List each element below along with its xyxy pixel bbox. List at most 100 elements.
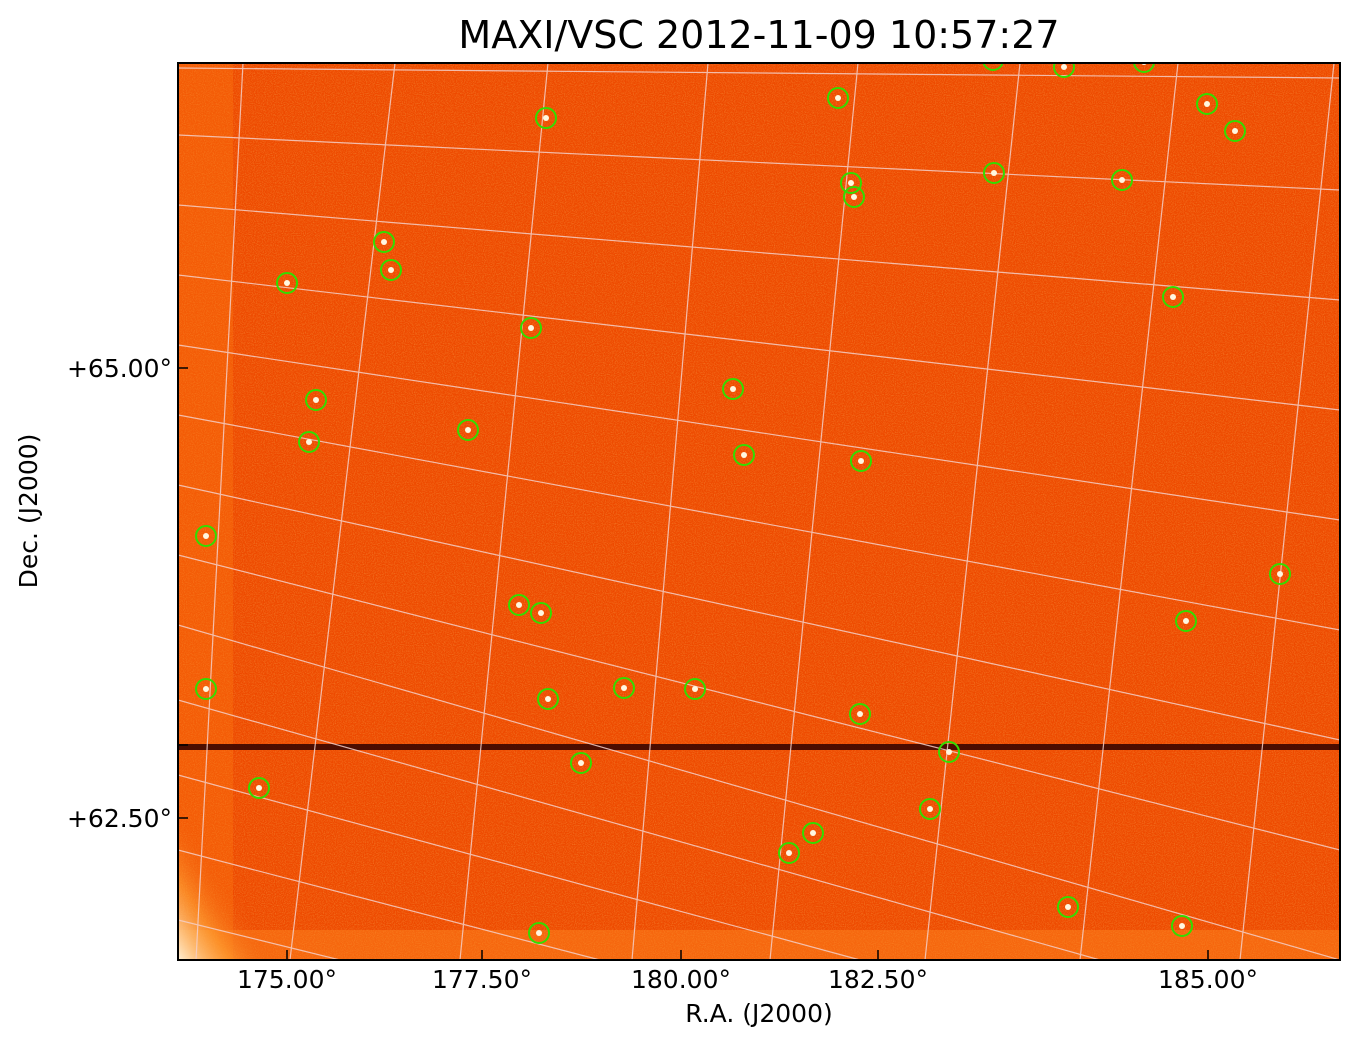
source-spot <box>857 711 863 717</box>
source-spot <box>786 850 792 856</box>
source-spot <box>545 696 551 702</box>
source-circle <box>305 389 327 411</box>
source-circle <box>1175 610 1197 632</box>
source-spot <box>741 452 747 458</box>
source-spot <box>730 386 736 392</box>
source-circle <box>938 741 960 763</box>
y-tick-label: +65.00° <box>67 354 172 383</box>
source-spot <box>538 610 544 616</box>
source-spot <box>578 760 584 766</box>
source-circle <box>1133 63 1155 73</box>
coordinate-grid <box>178 63 1340 960</box>
source-circle <box>248 777 270 799</box>
source-circle <box>1196 93 1218 115</box>
x-tick-label: 182.50° <box>828 965 928 994</box>
source-circle <box>827 87 849 109</box>
source-circle <box>528 922 550 944</box>
source-spot <box>851 194 857 200</box>
y-tick-label: +62.50° <box>67 804 172 833</box>
source-circle <box>530 602 552 624</box>
source-circle <box>983 162 1005 184</box>
source-spot <box>835 95 841 101</box>
source-spot <box>1170 294 1176 300</box>
source-spot <box>1179 923 1185 929</box>
source-spot <box>1277 571 1283 577</box>
source-circle <box>298 431 320 453</box>
source-circle <box>276 272 298 294</box>
source-circle <box>722 378 744 400</box>
x-axis: 175.00° 177.50° 180.00° 182.50° 185.00° … <box>237 950 1258 1028</box>
source-spot <box>946 749 952 755</box>
source-spot <box>284 280 290 286</box>
source-circle <box>457 419 479 441</box>
image-area <box>178 63 1340 960</box>
source-spot <box>810 830 816 836</box>
source-spot <box>381 239 387 245</box>
source-circle <box>843 186 865 208</box>
x-tick-label: 175.00° <box>237 965 337 994</box>
source-spot <box>306 439 312 445</box>
source-circle <box>1171 915 1193 937</box>
source-spot <box>388 267 394 273</box>
source-circle <box>195 678 217 700</box>
dark-stripe <box>178 744 1340 750</box>
source-circle <box>380 259 402 281</box>
source-circle <box>1224 120 1246 142</box>
source-spot <box>313 397 319 403</box>
plot-frame <box>177 62 1341 961</box>
source-circle <box>802 822 824 844</box>
source-spot <box>203 533 209 539</box>
source-spot <box>516 602 522 608</box>
source-circle <box>1162 286 1184 308</box>
source-circle <box>535 107 557 129</box>
source-spot <box>927 806 933 812</box>
source-spot <box>1232 128 1238 134</box>
source-spot <box>256 785 262 791</box>
source-circle <box>1053 63 1075 78</box>
source-spot <box>621 685 627 691</box>
source-circle <box>982 63 1004 71</box>
figure-title: MAXI/VSC 2012-11-09 10:57:27 <box>458 13 1059 57</box>
x-axis-label: R.A. (J2000) <box>685 999 833 1028</box>
xray-image-noise <box>178 63 1340 960</box>
source-circle <box>570 752 592 774</box>
source-circle <box>613 677 635 699</box>
source-spot <box>858 458 864 464</box>
source-circle <box>684 678 706 700</box>
source-spot <box>203 686 209 692</box>
y-axis: +65.00° +62.50° Dec. (J2000) <box>14 354 188 833</box>
source-circle <box>850 450 872 472</box>
source-spot <box>528 325 534 331</box>
source-spot <box>1119 177 1125 183</box>
source-circle <box>778 842 800 864</box>
source-spot <box>1204 101 1210 107</box>
x-tick-label: 180.00° <box>631 965 731 994</box>
source-spot <box>1183 618 1189 624</box>
source-circle <box>373 231 395 253</box>
source-circle <box>840 172 862 194</box>
corner-glow <box>178 760 308 960</box>
source-spot <box>991 170 997 176</box>
source-circle <box>849 703 871 725</box>
source-circle <box>1111 169 1133 191</box>
source-spot <box>692 686 698 692</box>
source-spot <box>536 930 542 936</box>
source-circle <box>508 594 530 616</box>
source-spot <box>1061 64 1067 70</box>
source-circle <box>919 798 941 820</box>
source-spot <box>848 180 854 186</box>
source-circles <box>195 63 1291 944</box>
source-spot <box>1065 904 1071 910</box>
x-tick-label: 185.00° <box>1158 965 1258 994</box>
source-spot <box>465 427 471 433</box>
source-circle <box>1269 563 1291 585</box>
source-circle <box>520 317 542 339</box>
y-axis-label: Dec. (J2000) <box>14 434 43 589</box>
source-circle <box>537 688 559 710</box>
bottom-bright-band <box>178 930 1340 960</box>
source-circle <box>195 525 217 547</box>
source-circle <box>733 444 755 466</box>
source-circle <box>1057 896 1079 918</box>
x-tick-label: 177.50° <box>432 965 532 994</box>
